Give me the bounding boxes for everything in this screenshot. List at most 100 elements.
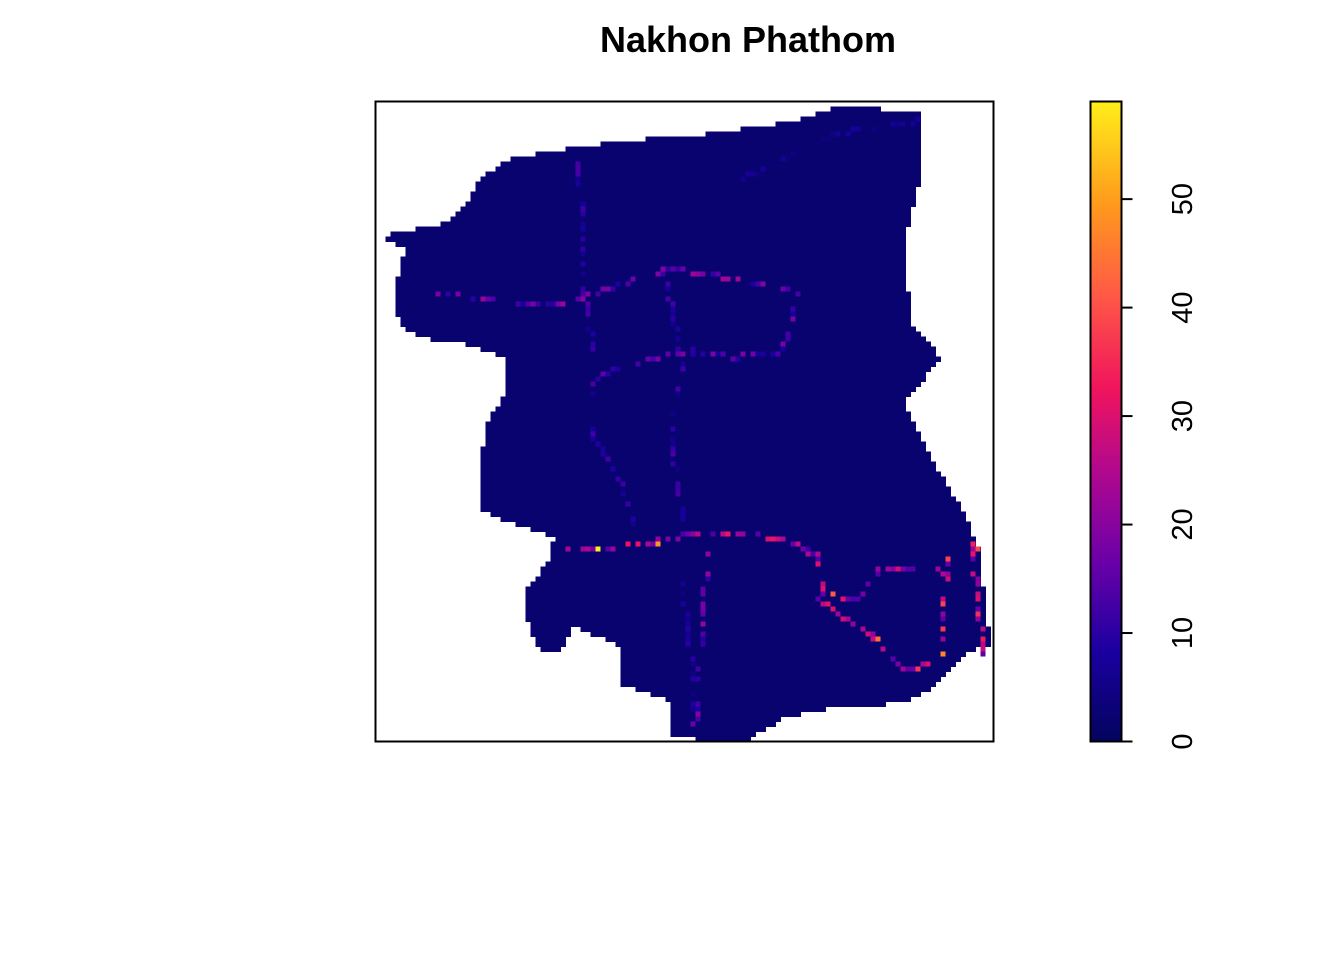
heatmap-cell — [940, 616, 946, 622]
raster-cell-row — [480, 501, 961, 507]
raster-cell-row — [500, 396, 906, 402]
raster-cell-row — [540, 566, 981, 572]
heatmap-cell — [670, 436, 676, 442]
raster-cell-row — [695, 736, 751, 742]
heatmap-cell — [915, 116, 921, 122]
heatmap-cell — [615, 366, 621, 372]
heatmap-cell — [590, 391, 596, 397]
raster-cell-row — [400, 321, 911, 327]
heatmap-cell — [820, 581, 826, 587]
heatmap-cell — [595, 546, 601, 552]
heatmap-cell — [910, 121, 916, 127]
raster-cell-row — [480, 446, 926, 452]
heatmap-cell — [595, 376, 601, 382]
chart-title: Nakhon Phathom — [600, 19, 896, 60]
heatmap-cell — [710, 271, 716, 277]
heatmap-cell — [970, 551, 976, 557]
raster-cell-row — [525, 616, 986, 622]
raster-cell-row — [530, 581, 981, 587]
colorbar — [1089, 100, 1123, 743]
heatmap-cell — [850, 596, 856, 602]
raster-cell-row — [480, 481, 946, 487]
heatmap-cell — [580, 271, 586, 277]
raster-cell-row — [525, 611, 986, 617]
heatmap-cell — [530, 301, 536, 307]
heatmap-cell — [545, 301, 551, 307]
heatmap-cell — [820, 601, 826, 607]
raster-cell-row — [415, 226, 906, 232]
heatmap-cell — [980, 636, 986, 642]
heatmap-cell — [610, 286, 616, 292]
heatmap-cell — [940, 596, 946, 602]
raster-cell-row — [480, 456, 931, 462]
heatmap-cell — [765, 536, 771, 542]
heatmap-cell — [590, 426, 596, 432]
raster-cell-row — [415, 331, 921, 337]
heatmap-cell — [855, 126, 861, 132]
heatmap-cell — [755, 171, 761, 177]
heatmap-cell — [700, 636, 706, 642]
heatmap-cell — [675, 481, 681, 487]
raster-cell-row — [620, 681, 936, 687]
heatmap-cell — [685, 636, 691, 642]
raster-cell-row — [480, 466, 936, 472]
heatmap-cell — [895, 566, 901, 572]
raster-cell-row — [400, 271, 906, 277]
heatmap-cell — [680, 516, 686, 522]
heatmap-cell — [605, 286, 611, 292]
raster-cell-row — [480, 346, 936, 352]
heatmap-cell — [865, 581, 871, 587]
heatmap-cell — [680, 266, 686, 272]
heatmap-cell — [785, 286, 791, 292]
raster-cell-row — [815, 111, 921, 117]
heatmap-cell — [780, 156, 786, 162]
heatmap-cell — [690, 721, 696, 727]
heatmap-cell — [970, 556, 976, 562]
heatmap-cell — [750, 281, 756, 287]
heatmap-cell — [680, 511, 686, 517]
raster-cell-row — [505, 361, 936, 367]
heatmap-cell — [600, 446, 606, 452]
heatmap-cell — [820, 586, 826, 592]
heatmap-cell — [705, 576, 711, 582]
heatmap-cell — [555, 301, 561, 307]
heatmap-cell — [580, 201, 586, 207]
raster-cell-row — [535, 151, 921, 157]
raster-cell-row — [495, 166, 921, 172]
heatmap-cell — [975, 616, 981, 622]
heatmap-cell — [750, 351, 756, 357]
raster-cell-row — [400, 266, 906, 272]
raster-cell-row — [480, 451, 931, 457]
heatmap-cell — [680, 591, 686, 597]
heatmap-cell — [595, 291, 601, 297]
heatmap-cell — [580, 226, 586, 232]
raster-cell-row — [515, 521, 971, 527]
heatmap-cell — [580, 206, 586, 212]
raster-cell-row — [395, 301, 911, 307]
raster-cell-row — [395, 291, 911, 297]
heatmap-cell — [700, 641, 706, 647]
heatmap-cell — [700, 351, 706, 357]
heatmap-cell — [670, 301, 676, 307]
raster-cell-row — [535, 636, 566, 642]
raster-cell-row — [465, 341, 931, 347]
heatmap-cell — [700, 586, 706, 592]
heatmap-cell — [590, 436, 596, 442]
raster-cell-row — [665, 696, 911, 702]
heatmap-cell — [610, 546, 616, 552]
heatmap-cell — [790, 541, 796, 547]
heatmap-cell — [815, 141, 821, 147]
heatmap-cell — [980, 651, 986, 657]
heatmap-cell — [690, 691, 696, 697]
heatmap-cell — [905, 666, 911, 672]
raster-cell-row — [475, 181, 921, 187]
heatmap-cell — [565, 546, 571, 552]
heatmap-cell — [435, 291, 441, 297]
heatmap-cell — [610, 466, 616, 472]
raster-cell-row — [395, 281, 906, 287]
heatmap-cell — [830, 591, 836, 597]
heatmap-cell — [855, 596, 861, 602]
heatmap-cell — [755, 351, 761, 357]
heatmap-cell — [735, 276, 741, 282]
heatmap-cell — [575, 161, 581, 167]
